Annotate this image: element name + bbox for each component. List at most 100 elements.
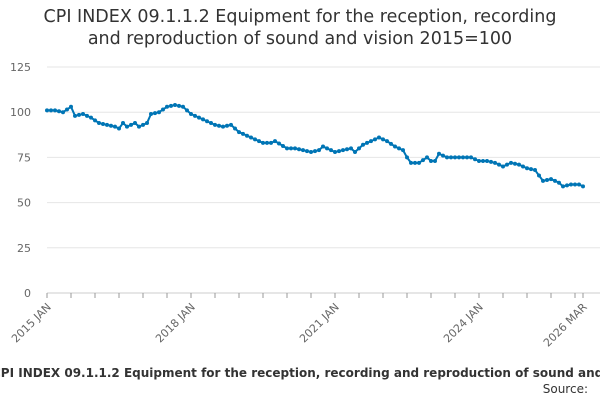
data-point — [121, 121, 125, 126]
series-line — [47, 103, 584, 188]
data-point — [61, 110, 65, 115]
data-point — [53, 108, 57, 113]
data-point — [381, 137, 385, 142]
data-point — [353, 149, 357, 154]
data-point — [197, 115, 201, 120]
data-point — [253, 137, 257, 142]
data-point — [525, 166, 529, 171]
data-point — [293, 146, 297, 151]
data-point — [425, 155, 429, 160]
data-point — [485, 159, 489, 164]
data-point — [153, 111, 157, 116]
data-point — [309, 149, 313, 154]
y-tick-label: 0 — [24, 287, 31, 300]
data-point — [413, 160, 417, 165]
data-point — [305, 149, 309, 154]
data-point — [221, 124, 225, 129]
data-point — [273, 139, 277, 144]
data-point — [217, 123, 221, 128]
data-point — [429, 159, 433, 164]
data-point — [405, 155, 409, 160]
data-point — [553, 178, 557, 183]
data-point — [357, 146, 361, 151]
data-point — [73, 113, 77, 118]
y-tick-label: 125 — [10, 61, 31, 74]
data-point — [213, 122, 217, 127]
data-point — [185, 108, 189, 113]
data-point — [289, 146, 293, 151]
data-point — [469, 155, 473, 160]
x-tick-label: 2024 JAN — [441, 301, 486, 346]
data-point — [125, 124, 129, 129]
data-point — [369, 139, 373, 144]
data-point — [533, 168, 537, 173]
data-point — [301, 148, 305, 153]
data-point — [549, 177, 553, 182]
data-point — [285, 146, 289, 151]
data-point — [421, 158, 425, 163]
data-point — [173, 102, 177, 107]
data-point — [517, 162, 521, 167]
data-point — [337, 149, 341, 154]
legend-series-label: CPI INDEX 09.1.1.2 Equipment for the rec… — [0, 366, 600, 380]
data-point — [189, 112, 193, 117]
data-point — [261, 140, 265, 145]
x-axis: 2015 JAN 2018 JAN 2021 JAN 2024 JAN 2026 MAR — [9, 293, 590, 349]
data-point — [389, 141, 393, 146]
data-point — [105, 122, 109, 127]
x-tick-label: 2026 MAR — [541, 300, 590, 349]
data-point — [581, 184, 585, 189]
data-point — [449, 155, 453, 160]
data-point — [129, 122, 133, 127]
data-point — [45, 108, 49, 113]
data-point — [117, 126, 121, 131]
data-point — [465, 155, 469, 160]
data-point — [361, 142, 365, 147]
data-point — [249, 135, 253, 140]
data-point — [277, 141, 281, 146]
y-tick-label: 100 — [10, 106, 31, 119]
data-point — [265, 140, 269, 145]
data-point — [109, 123, 113, 128]
data-point — [237, 130, 241, 135]
data-point — [161, 107, 165, 112]
data-point — [345, 147, 349, 152]
data-point — [89, 115, 93, 120]
data-point — [77, 112, 81, 117]
data-point — [257, 139, 261, 144]
data-point — [101, 121, 105, 126]
data-point — [565, 183, 569, 188]
data-point — [209, 121, 213, 126]
data-point — [477, 159, 481, 164]
data-point — [489, 159, 493, 164]
data-point — [313, 149, 317, 154]
data-point — [417, 160, 421, 165]
data-point — [229, 122, 233, 127]
data-point — [529, 167, 533, 172]
data-point — [241, 131, 245, 136]
data-point — [297, 147, 301, 152]
data-point — [513, 161, 517, 166]
data-point — [493, 160, 497, 165]
data-point — [473, 157, 477, 162]
data-point — [325, 146, 329, 151]
data-point — [365, 140, 369, 145]
data-point — [85, 113, 89, 118]
data-point — [165, 104, 169, 109]
data-point — [69, 104, 73, 109]
data-point — [577, 182, 581, 187]
data-point — [481, 159, 485, 164]
data-point — [205, 119, 209, 124]
data-point — [461, 155, 465, 160]
x-tick-label: 2021 JAN — [297, 301, 342, 346]
data-point — [373, 137, 377, 142]
data-point — [333, 149, 337, 154]
data-point — [181, 104, 185, 109]
data-point — [245, 133, 249, 138]
x-tick-label: 2018 JAN — [153, 301, 198, 346]
data-point — [537, 173, 541, 178]
data-point — [113, 124, 117, 129]
data-point — [385, 139, 389, 144]
data-point — [377, 135, 381, 140]
data-point — [433, 159, 437, 164]
